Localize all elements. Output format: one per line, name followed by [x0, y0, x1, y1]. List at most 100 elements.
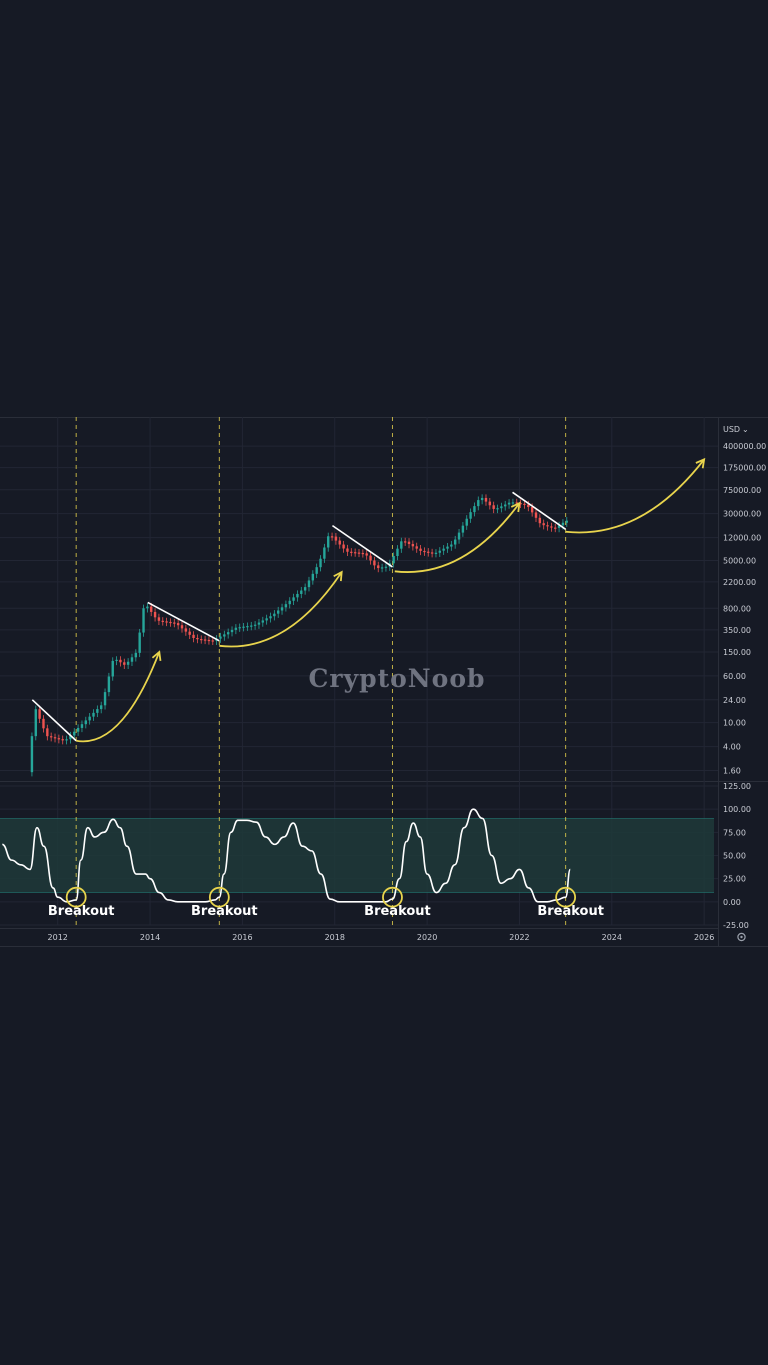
- candle-body: [303, 587, 307, 591]
- candle-body: [223, 634, 226, 637]
- candle-body: [365, 553, 368, 556]
- candle-body: [438, 550, 442, 553]
- candle-body: [253, 624, 257, 626]
- candle-body: [76, 727, 80, 732]
- candle-body: [211, 640, 214, 642]
- time-tick-label: 2012: [48, 933, 68, 942]
- candle-body: [73, 731, 76, 736]
- candle-body: [123, 662, 126, 665]
- candle-body: [484, 497, 488, 502]
- candle-body: [126, 661, 130, 665]
- candle-body: [153, 611, 157, 618]
- breakout-circle: [208, 886, 230, 908]
- candle-body: [265, 618, 268, 621]
- candle-body: [323, 547, 326, 559]
- candle-body: [492, 505, 495, 509]
- candle-body: [565, 520, 568, 523]
- candle-body: [192, 634, 195, 639]
- price-tick-label: 2200.00: [723, 578, 756, 587]
- candle-body: [180, 625, 184, 629]
- gear-icon[interactable]: [737, 932, 746, 942]
- candle-body: [403, 541, 407, 543]
- settings-button[interactable]: [737, 932, 746, 942]
- candle-body: [61, 739, 64, 741]
- candle-body: [226, 632, 230, 635]
- candle-body: [527, 504, 530, 508]
- candle-body: [396, 548, 399, 557]
- projection-arrow: [565, 458, 705, 534]
- axes: USD ⌄ 400000.00 175000.00 75000.00 30000.00…: [48, 425, 767, 942]
- candle-body: [442, 548, 445, 551]
- osc-tick-label: 0.00: [723, 898, 741, 907]
- candle-body: [176, 623, 180, 626]
- chevron-down-icon[interactable]: ⌄: [742, 425, 749, 434]
- breakout-markers: Breakout Breakout Breakout Breakout: [48, 886, 604, 919]
- candle-body: [130, 657, 134, 662]
- candle-body: [219, 636, 222, 639]
- currency-label[interactable]: USD: [723, 425, 740, 434]
- arrow-head: [333, 570, 343, 582]
- candle-body: [550, 526, 553, 528]
- candle-body: [200, 639, 203, 641]
- arrow-head: [510, 501, 521, 513]
- candle-body: [184, 628, 188, 632]
- candle-body: [384, 566, 388, 568]
- projection-arrow: [219, 571, 343, 648]
- candle-body: [134, 652, 138, 658]
- candle-body: [84, 720, 88, 725]
- candle-body: [69, 735, 72, 740]
- price-tick-label: 10.00: [723, 719, 746, 728]
- candle-body: [280, 607, 284, 611]
- time-tick-label: 2020: [417, 933, 437, 942]
- candle-body: [150, 606, 153, 612]
- candle-body: [92, 712, 95, 717]
- candle-body: [119, 659, 122, 663]
- candle-body: [115, 659, 118, 662]
- candle-body: [188, 631, 191, 635]
- candle-body: [250, 625, 253, 627]
- candles: [30, 494, 568, 777]
- resistance-trendline: [331, 524, 393, 568]
- candle-body: [269, 616, 272, 619]
- price-tick-label: 75000.00: [723, 486, 761, 495]
- candle-body: [196, 638, 199, 640]
- candle-body: [273, 613, 276, 617]
- candle-body: [407, 541, 411, 545]
- candle-body: [96, 709, 99, 713]
- candle-body: [169, 621, 172, 624]
- time-tick-label: 2016: [232, 933, 252, 942]
- candle-body: [496, 508, 499, 510]
- candle-body: [504, 504, 507, 507]
- projection-arrow: [76, 651, 161, 743]
- candle-body: [53, 737, 57, 739]
- candle-body: [430, 552, 434, 554]
- osc-tick-label: 50.00: [723, 852, 746, 861]
- oscillator-band: [0, 818, 714, 893]
- chart-frame: CryptoNoob Breakout Breakout Breakout Break…: [0, 417, 768, 947]
- candle-body: [307, 580, 311, 588]
- candle-body: [377, 565, 380, 569]
- candle-body: [523, 503, 526, 505]
- breakout-label: Breakout: [48, 904, 115, 919]
- candle-body: [473, 506, 476, 513]
- breakout-circle: [65, 886, 87, 908]
- candle-body: [300, 590, 303, 594]
- candle-body: [46, 728, 49, 737]
- candle-body: [42, 718, 45, 729]
- candle-body: [342, 544, 345, 549]
- time-tick-label: 2024: [602, 933, 622, 942]
- candle-body: [446, 546, 449, 549]
- candle-body: [173, 622, 176, 624]
- candle-body: [327, 536, 330, 548]
- candle-body: [246, 626, 249, 628]
- projection-arrows: [76, 457, 706, 743]
- candle-body: [392, 556, 395, 564]
- candle-body: [330, 536, 334, 538]
- candle-body: [261, 620, 265, 623]
- candle-body: [469, 512, 472, 519]
- watermark-text: CryptoNoob: [309, 664, 486, 693]
- candle-body: [288, 600, 291, 605]
- candle-body: [373, 560, 376, 566]
- price-tick-label: 12000.00: [723, 534, 761, 543]
- candle-body: [557, 525, 561, 528]
